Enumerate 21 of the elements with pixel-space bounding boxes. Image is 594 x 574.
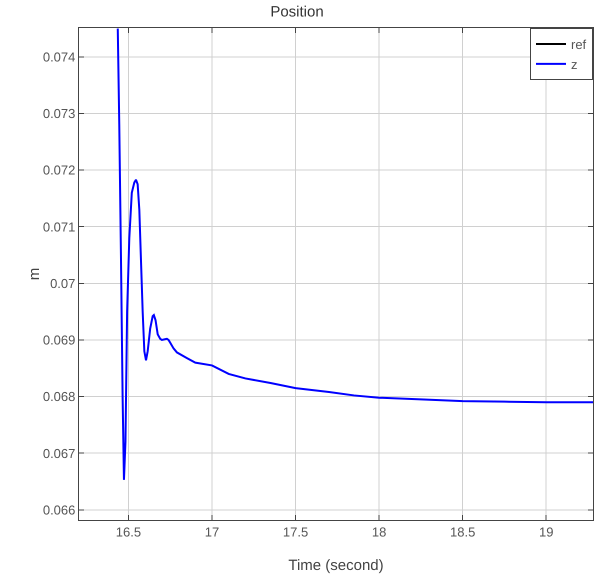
y-tick-label: 0.067: [42, 446, 76, 461]
y-tick-label: 0.074: [42, 49, 76, 64]
x-axis-title: Time (second): [288, 557, 384, 574]
y-axis-title: m: [26, 268, 43, 280]
y-tick-label: 0.071: [42, 219, 76, 234]
x-tick-label: 18.5: [450, 524, 476, 540]
y-tick-label: 0.072: [42, 162, 76, 178]
y-tick-label: 0.07: [50, 276, 76, 291]
x-tick-label: 16.5: [116, 524, 142, 540]
y-tick-label: 0.073: [42, 106, 76, 122]
x-tick-label: 19: [538, 524, 554, 540]
x-tick-label: 17.5: [282, 524, 308, 540]
y-tick-label: 0.066: [42, 502, 76, 518]
y-tick-label: 0.068: [42, 389, 76, 404]
legend-label: ref: [571, 37, 587, 52]
legend-label: z: [571, 56, 578, 72]
x-tick-label: 18: [372, 524, 386, 540]
line-series: [116, 28, 593, 481]
y-tick-label: 0.069: [42, 332, 76, 348]
chart-title: Position: [270, 4, 324, 20]
x-tick-label: 17: [204, 524, 220, 540]
